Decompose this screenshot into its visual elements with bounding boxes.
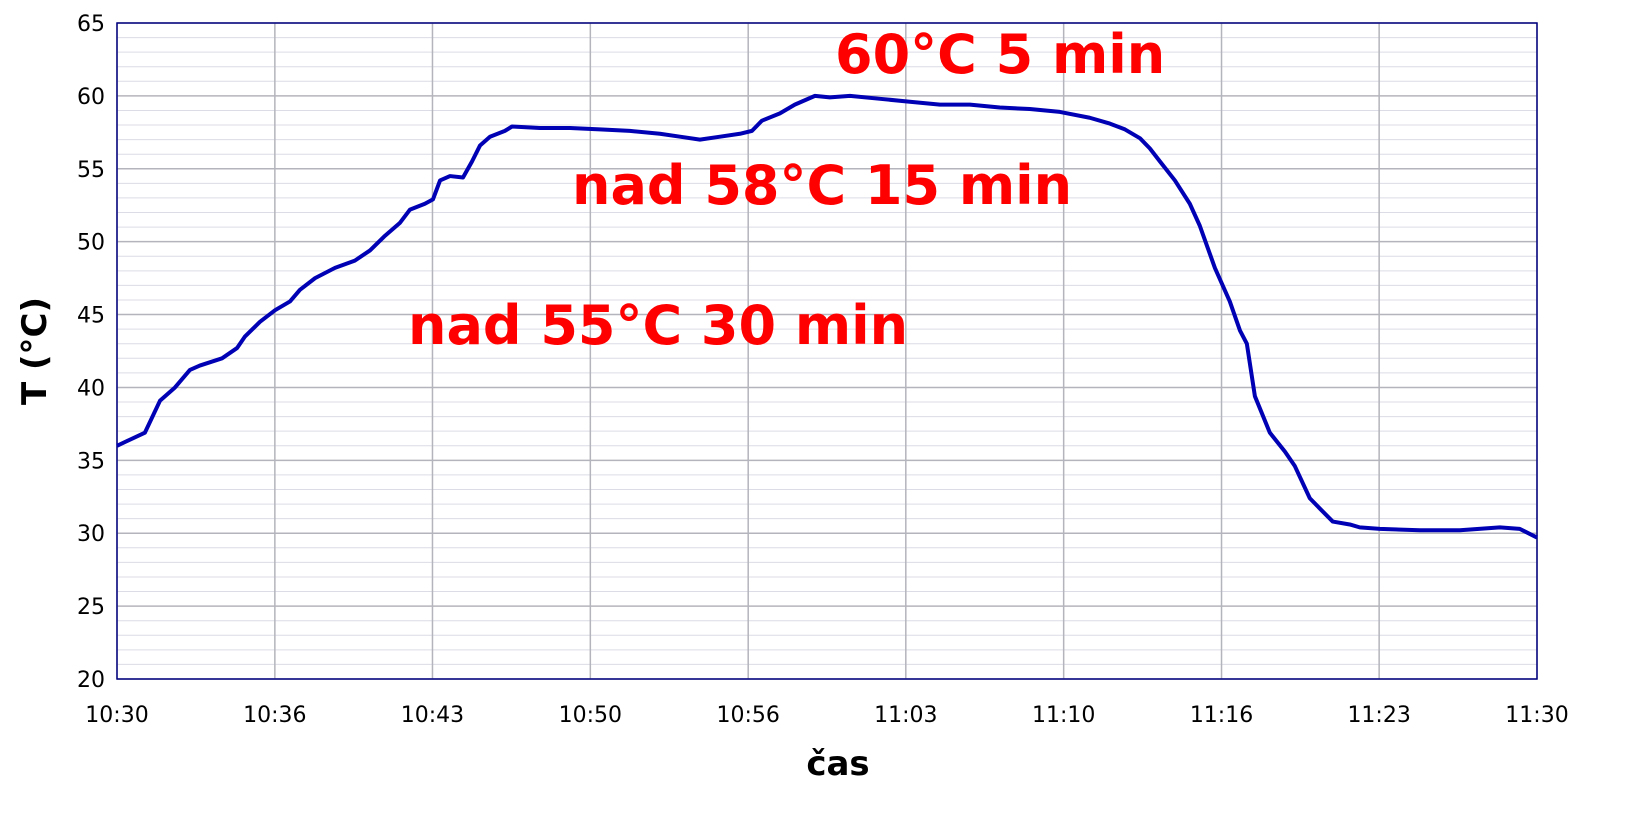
annotation: 60°C 5 min xyxy=(835,23,1165,86)
y-tick-label: 45 xyxy=(77,304,105,329)
annotation: nad 58°C 15 min xyxy=(572,154,1072,217)
data-line xyxy=(116,93,1538,540)
x-tick-label: 11:16 xyxy=(1190,703,1253,728)
y-tick-label: 40 xyxy=(77,376,105,401)
marks xyxy=(116,93,1538,540)
y-axis-title: T (°C) xyxy=(15,297,55,405)
plot-border xyxy=(116,22,1538,680)
y-tick-label: 60 xyxy=(77,85,105,110)
annotation: nad 55°C 30 min xyxy=(408,294,908,357)
x-tick-label: 11:30 xyxy=(1505,703,1568,728)
y-tick-label: 20 xyxy=(77,668,105,693)
y-tick-label: 55 xyxy=(77,158,105,183)
x-tick-label: 10:56 xyxy=(716,703,779,728)
x-tick-label: 11:23 xyxy=(1347,703,1410,728)
x-tick-label: 10:30 xyxy=(85,703,148,728)
y-tick-label: 50 xyxy=(77,231,105,256)
x-axis-title: čas xyxy=(806,744,869,784)
y-tick-label: 25 xyxy=(77,595,105,620)
grid xyxy=(116,22,1538,680)
y-tick-label: 30 xyxy=(77,522,105,547)
x-tick-label: 10:50 xyxy=(559,703,622,728)
x-tick-label: 10:43 xyxy=(401,703,464,728)
y-tick-label: 65 xyxy=(77,12,105,37)
x-tick-label: 11:10 xyxy=(1032,703,1095,728)
y-tick-label: 35 xyxy=(77,449,105,474)
x-tick-label: 11:03 xyxy=(874,703,937,728)
labels: 20 25 30 35 40 45 50 55 60 65 10:30 10:36 10:43 10:50… xyxy=(77,12,1569,728)
x-tick-label: 10:36 xyxy=(243,703,306,728)
